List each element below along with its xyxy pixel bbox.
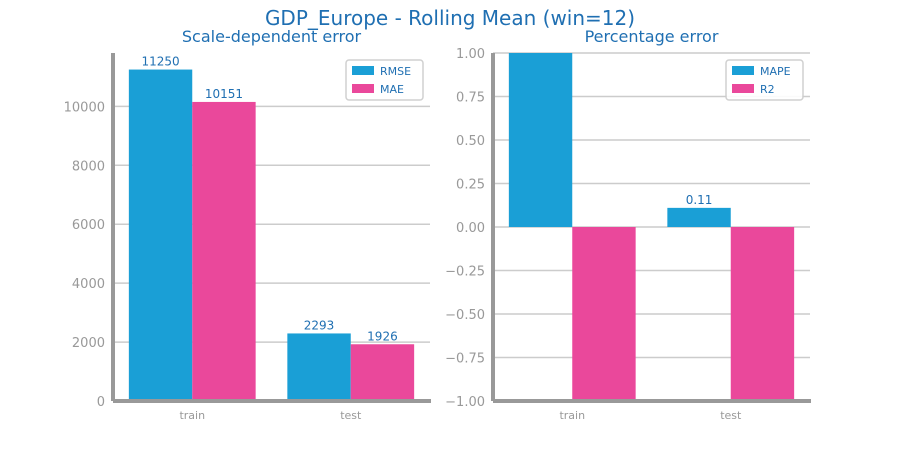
bar-mae-test	[350, 344, 415, 401]
data-label: 10151	[205, 87, 243, 101]
bar-mae-train	[192, 101, 256, 401]
bar-mape-train	[508, 53, 573, 227]
bar-mape-test	[667, 207, 731, 227]
y-tick-label: −1.00	[445, 395, 485, 410]
y-tick-label: −0.75	[445, 352, 485, 367]
y-tick-label: 10000	[64, 100, 105, 115]
data-label: 1926	[367, 329, 398, 343]
y-tick-label: −0.50	[445, 308, 485, 323]
legend-label-mape: MAPE	[760, 65, 791, 78]
legend-label-r2: R2	[760, 83, 775, 96]
data-label: 2293	[304, 318, 335, 332]
y-tick-label: 0.00	[456, 221, 485, 236]
y-tick-label: 6000	[72, 218, 105, 233]
chart-title-2: Percentage error	[585, 27, 719, 46]
legend-label-rmse: RMSE	[380, 65, 411, 78]
bar-rmse-train	[128, 69, 193, 401]
bar-rmse-test	[287, 333, 351, 401]
legend-swatch-mape	[732, 66, 754, 75]
y-tick-label: 8000	[72, 159, 105, 174]
y-tick-label: 0	[97, 395, 105, 410]
y-tick-label: 4000	[72, 277, 105, 292]
chart-title-1: Scale-dependent error	[182, 27, 362, 46]
legend-swatch-rmse	[352, 66, 374, 75]
y-tick-label: 0.50	[456, 134, 485, 149]
legend-label-mae: MAE	[380, 83, 404, 96]
y-tick-label: 0.75	[456, 91, 485, 106]
y-tick-label: 0.25	[456, 178, 485, 193]
y-tick-label: 2000	[72, 336, 105, 351]
figure-title: GDP_Europe - Rolling Mean (win=12)	[264, 6, 636, 30]
legend-swatch-r2	[732, 84, 754, 93]
x-tick-label: test	[340, 409, 362, 422]
y-tick-label: 1.00	[456, 47, 485, 62]
x-tick-label: train	[559, 409, 585, 422]
data-label: 11250	[141, 55, 179, 69]
x-tick-label: test	[720, 409, 742, 422]
x-tick-label: train	[179, 409, 205, 422]
legend-swatch-mae	[352, 84, 374, 93]
y-tick-label: −0.25	[445, 265, 485, 280]
bar-r2-train	[572, 227, 636, 401]
bar-r2-test	[730, 227, 795, 401]
data-label: 0.11	[686, 193, 713, 207]
